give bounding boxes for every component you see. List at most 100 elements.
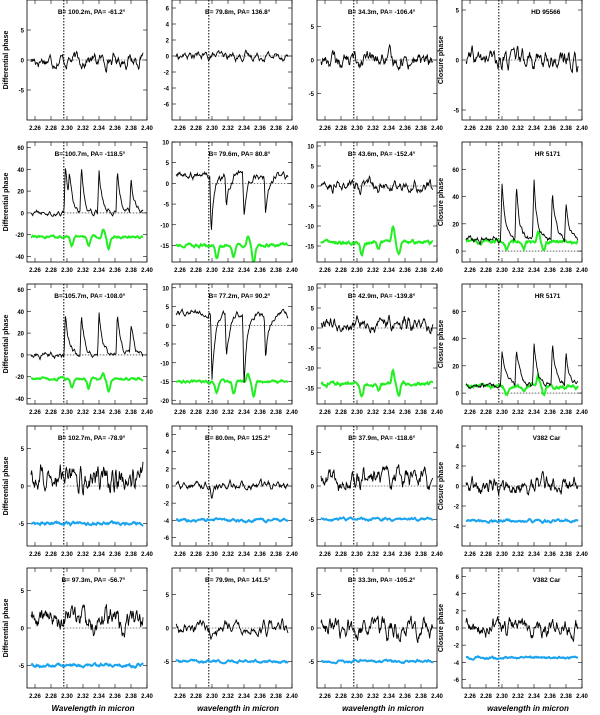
x-tick-label: 2.30 [351, 268, 363, 274]
x-axis-label-col-3: wavelength in micron [487, 704, 569, 713]
panel-frame [171, 0, 293, 121]
data-curve [175, 618, 289, 640]
x-tick-label: 2.26 [319, 126, 331, 132]
x-tick-label: 2.36 [254, 694, 266, 700]
panel-r0-c1: 2.26 2.28 2.30 2.32 2.34 2.36 2.38 2.40 -6 -4 -2 0 2… [164, 0, 298, 132]
x-tick-label: 2.34 [528, 410, 540, 416]
y-tick-label: -5 [309, 518, 315, 524]
x-tick-label: 2.38 [415, 410, 427, 416]
x-tick-label: 2.26 [29, 410, 41, 416]
x-tick-label: 2.28 [190, 694, 202, 700]
panel-frame [171, 283, 293, 405]
x-tick-label: 2.32 [77, 126, 89, 132]
x-tick-label: 2.30 [61, 694, 73, 700]
panel-r0-c0: 2.26 2.28 2.30 2.32 2.34 2.36 2.38 2.40 -5 0 5 Diff… [3, 0, 153, 132]
y-tick-label: -2 [454, 505, 460, 511]
panel-plot-area [175, 426, 292, 546]
y-tick-label: 60 [17, 146, 24, 152]
x-tick-label: 2.30 [206, 694, 218, 700]
panel-plot-area [175, 284, 292, 404]
y-tick-label: -40 [15, 397, 24, 403]
x-tick-label: 2.30 [351, 694, 363, 700]
y-tick-label: 6 [456, 575, 460, 581]
panel-annotation: B= 97.3m, PA= -56.7° [61, 576, 125, 584]
panel-plot-area [30, 142, 147, 262]
x-axis-label-col-1: wavelength in micron [197, 704, 279, 713]
y-tick-label: 10 [307, 287, 314, 293]
panel-plot-area [465, 568, 582, 688]
x-tick-label: 2.38 [560, 126, 572, 132]
y-tick-label: 5 [21, 589, 25, 595]
x-tick-label: 2.30 [496, 552, 508, 558]
y-tick-label: 4 [456, 445, 460, 451]
y-tick-label: 5 [311, 593, 315, 599]
x-tick-label: 2.28 [190, 552, 202, 558]
x-tick-label: 2.28 [335, 268, 347, 274]
panel-annotation: B= 80.0m, PA= 125.2° [205, 434, 271, 442]
x-tick-label: 2.36 [109, 126, 121, 132]
x-tick-label: 2.26 [174, 410, 186, 416]
x-tick-label: 2.28 [45, 126, 57, 132]
x-tick-label: 2.40 [576, 126, 588, 132]
y-tick-label: 5 [311, 25, 315, 31]
x-tick-label: 2.40 [576, 410, 588, 416]
y-tick-label: -4 [454, 525, 460, 531]
x-tick-label: 2.28 [335, 410, 347, 416]
data-curve [320, 175, 434, 196]
reference-curve [175, 658, 289, 665]
y-tick-label: -20 [15, 233, 24, 239]
x-tick-label: 2.36 [544, 126, 556, 132]
panel-annotation: B= 79.9m, PA= 141.5° [205, 576, 271, 584]
y-tick-label: 20 [17, 190, 24, 196]
data-curve [175, 49, 289, 64]
panel-frame [26, 283, 148, 405]
panel-r2-c0: 2.26 2.28 2.30 2.32 2.34 2.36 2.38 2.40 -40 -20 0 2… [3, 283, 153, 416]
panel-plot-area [320, 142, 437, 262]
x-tick-label: 2.38 [125, 694, 137, 700]
data-curve [30, 168, 144, 218]
x-tick-label: 2.36 [109, 552, 121, 558]
panel-plot-area [175, 0, 292, 120]
x-tick-label: 2.34 [528, 268, 540, 274]
x-tick-label: 2.38 [125, 268, 137, 274]
panel-annotation: B= 100.7m, PA= -118.5° [55, 150, 126, 158]
x-tick-label: 2.34 [383, 410, 395, 416]
x-tick-label: 2.32 [222, 694, 234, 700]
x-tick-label: 2.34 [93, 126, 105, 132]
y-tick-label: -6 [164, 103, 170, 109]
x-tick-label: 2.32 [512, 410, 524, 416]
x-tick-label: 2.30 [206, 410, 218, 416]
panel-frame [316, 283, 438, 405]
data-curve [465, 470, 579, 497]
x-tick-label: 2.36 [399, 126, 411, 132]
x-tick-label: 2.40 [141, 552, 153, 558]
x-tick-label: 2.28 [480, 410, 492, 416]
panel-annotation: B= 100.2m, PA= -61.2° [58, 8, 126, 16]
x-tick-label: 2.28 [45, 268, 57, 274]
x-tick-label: 2.28 [190, 268, 202, 274]
panel-frame [316, 141, 438, 263]
y-tick-label: -2 [454, 644, 460, 650]
y-tick-label: -5 [454, 109, 460, 115]
panel-plot-area [30, 284, 147, 404]
reference-curve [465, 517, 579, 525]
x-tick-label: 2.38 [560, 552, 572, 558]
x-tick-label: 2.34 [528, 694, 540, 700]
x-tick-label: 2.38 [270, 126, 282, 132]
panel-annotation: B= 79.6m, PA= 80.8° [209, 150, 271, 158]
panel-plot-area [30, 426, 147, 546]
x-tick-label: 2.26 [464, 268, 476, 274]
x-tick-label: 2.36 [254, 552, 266, 558]
panel-plot-area [465, 142, 582, 262]
x-tick-label: 2.40 [141, 410, 153, 416]
panel-annotation: V382 Car [533, 435, 561, 442]
y-tick-label: 5 [311, 451, 315, 457]
x-tick-label: 2.40 [576, 552, 588, 558]
x-tick-label: 2.34 [528, 126, 540, 132]
y-tick-label: 60 [452, 310, 459, 316]
y-tick-label: 20 [17, 332, 24, 338]
x-tick-label: 2.30 [206, 552, 218, 558]
panel-annotation: B= 79.8m, PA= 136.8° [205, 8, 271, 16]
y-tick-label: -5 [164, 343, 170, 349]
